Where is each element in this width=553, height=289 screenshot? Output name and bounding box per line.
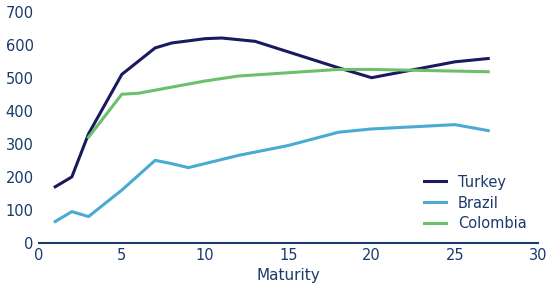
- Brazil: [85, 215, 92, 218]
- Turkey: [252, 40, 258, 43]
- Brazil: [185, 166, 192, 169]
- Colombia: [202, 79, 208, 83]
- Colombia: [285, 71, 291, 75]
- Colombia: [135, 92, 142, 95]
- Brazil: [235, 154, 242, 157]
- Turkey: [202, 37, 208, 40]
- Turkey: [485, 57, 492, 60]
- Colombia: [368, 68, 375, 71]
- Brazil: [485, 129, 492, 132]
- Brazil: [368, 127, 375, 131]
- Turkey: [52, 185, 59, 188]
- Brazil: [152, 159, 159, 162]
- Turkey: [218, 36, 225, 40]
- Line: Brazil: Brazil: [55, 125, 488, 222]
- Brazil: [335, 131, 342, 134]
- Turkey: [452, 60, 458, 64]
- Brazil: [52, 220, 59, 223]
- Turkey: [85, 132, 92, 136]
- Turkey: [118, 73, 125, 76]
- Colombia: [235, 74, 242, 78]
- X-axis label: Maturity: Maturity: [257, 268, 320, 284]
- Colombia: [118, 92, 125, 96]
- Colombia: [452, 69, 458, 73]
- Brazil: [69, 210, 75, 213]
- Colombia: [485, 70, 492, 73]
- Turkey: [368, 76, 375, 79]
- Turkey: [335, 66, 342, 69]
- Line: Turkey: Turkey: [55, 38, 488, 187]
- Brazil: [118, 188, 125, 192]
- Brazil: [169, 162, 175, 165]
- Line: Colombia: Colombia: [88, 69, 488, 137]
- Colombia: [335, 68, 342, 71]
- Legend: Turkey, Brazil, Colombia: Turkey, Brazil, Colombia: [420, 170, 531, 236]
- Brazil: [452, 123, 458, 126]
- Turkey: [152, 46, 159, 50]
- Brazil: [285, 144, 291, 147]
- Turkey: [169, 41, 175, 45]
- Turkey: [69, 175, 75, 179]
- Colombia: [85, 136, 92, 139]
